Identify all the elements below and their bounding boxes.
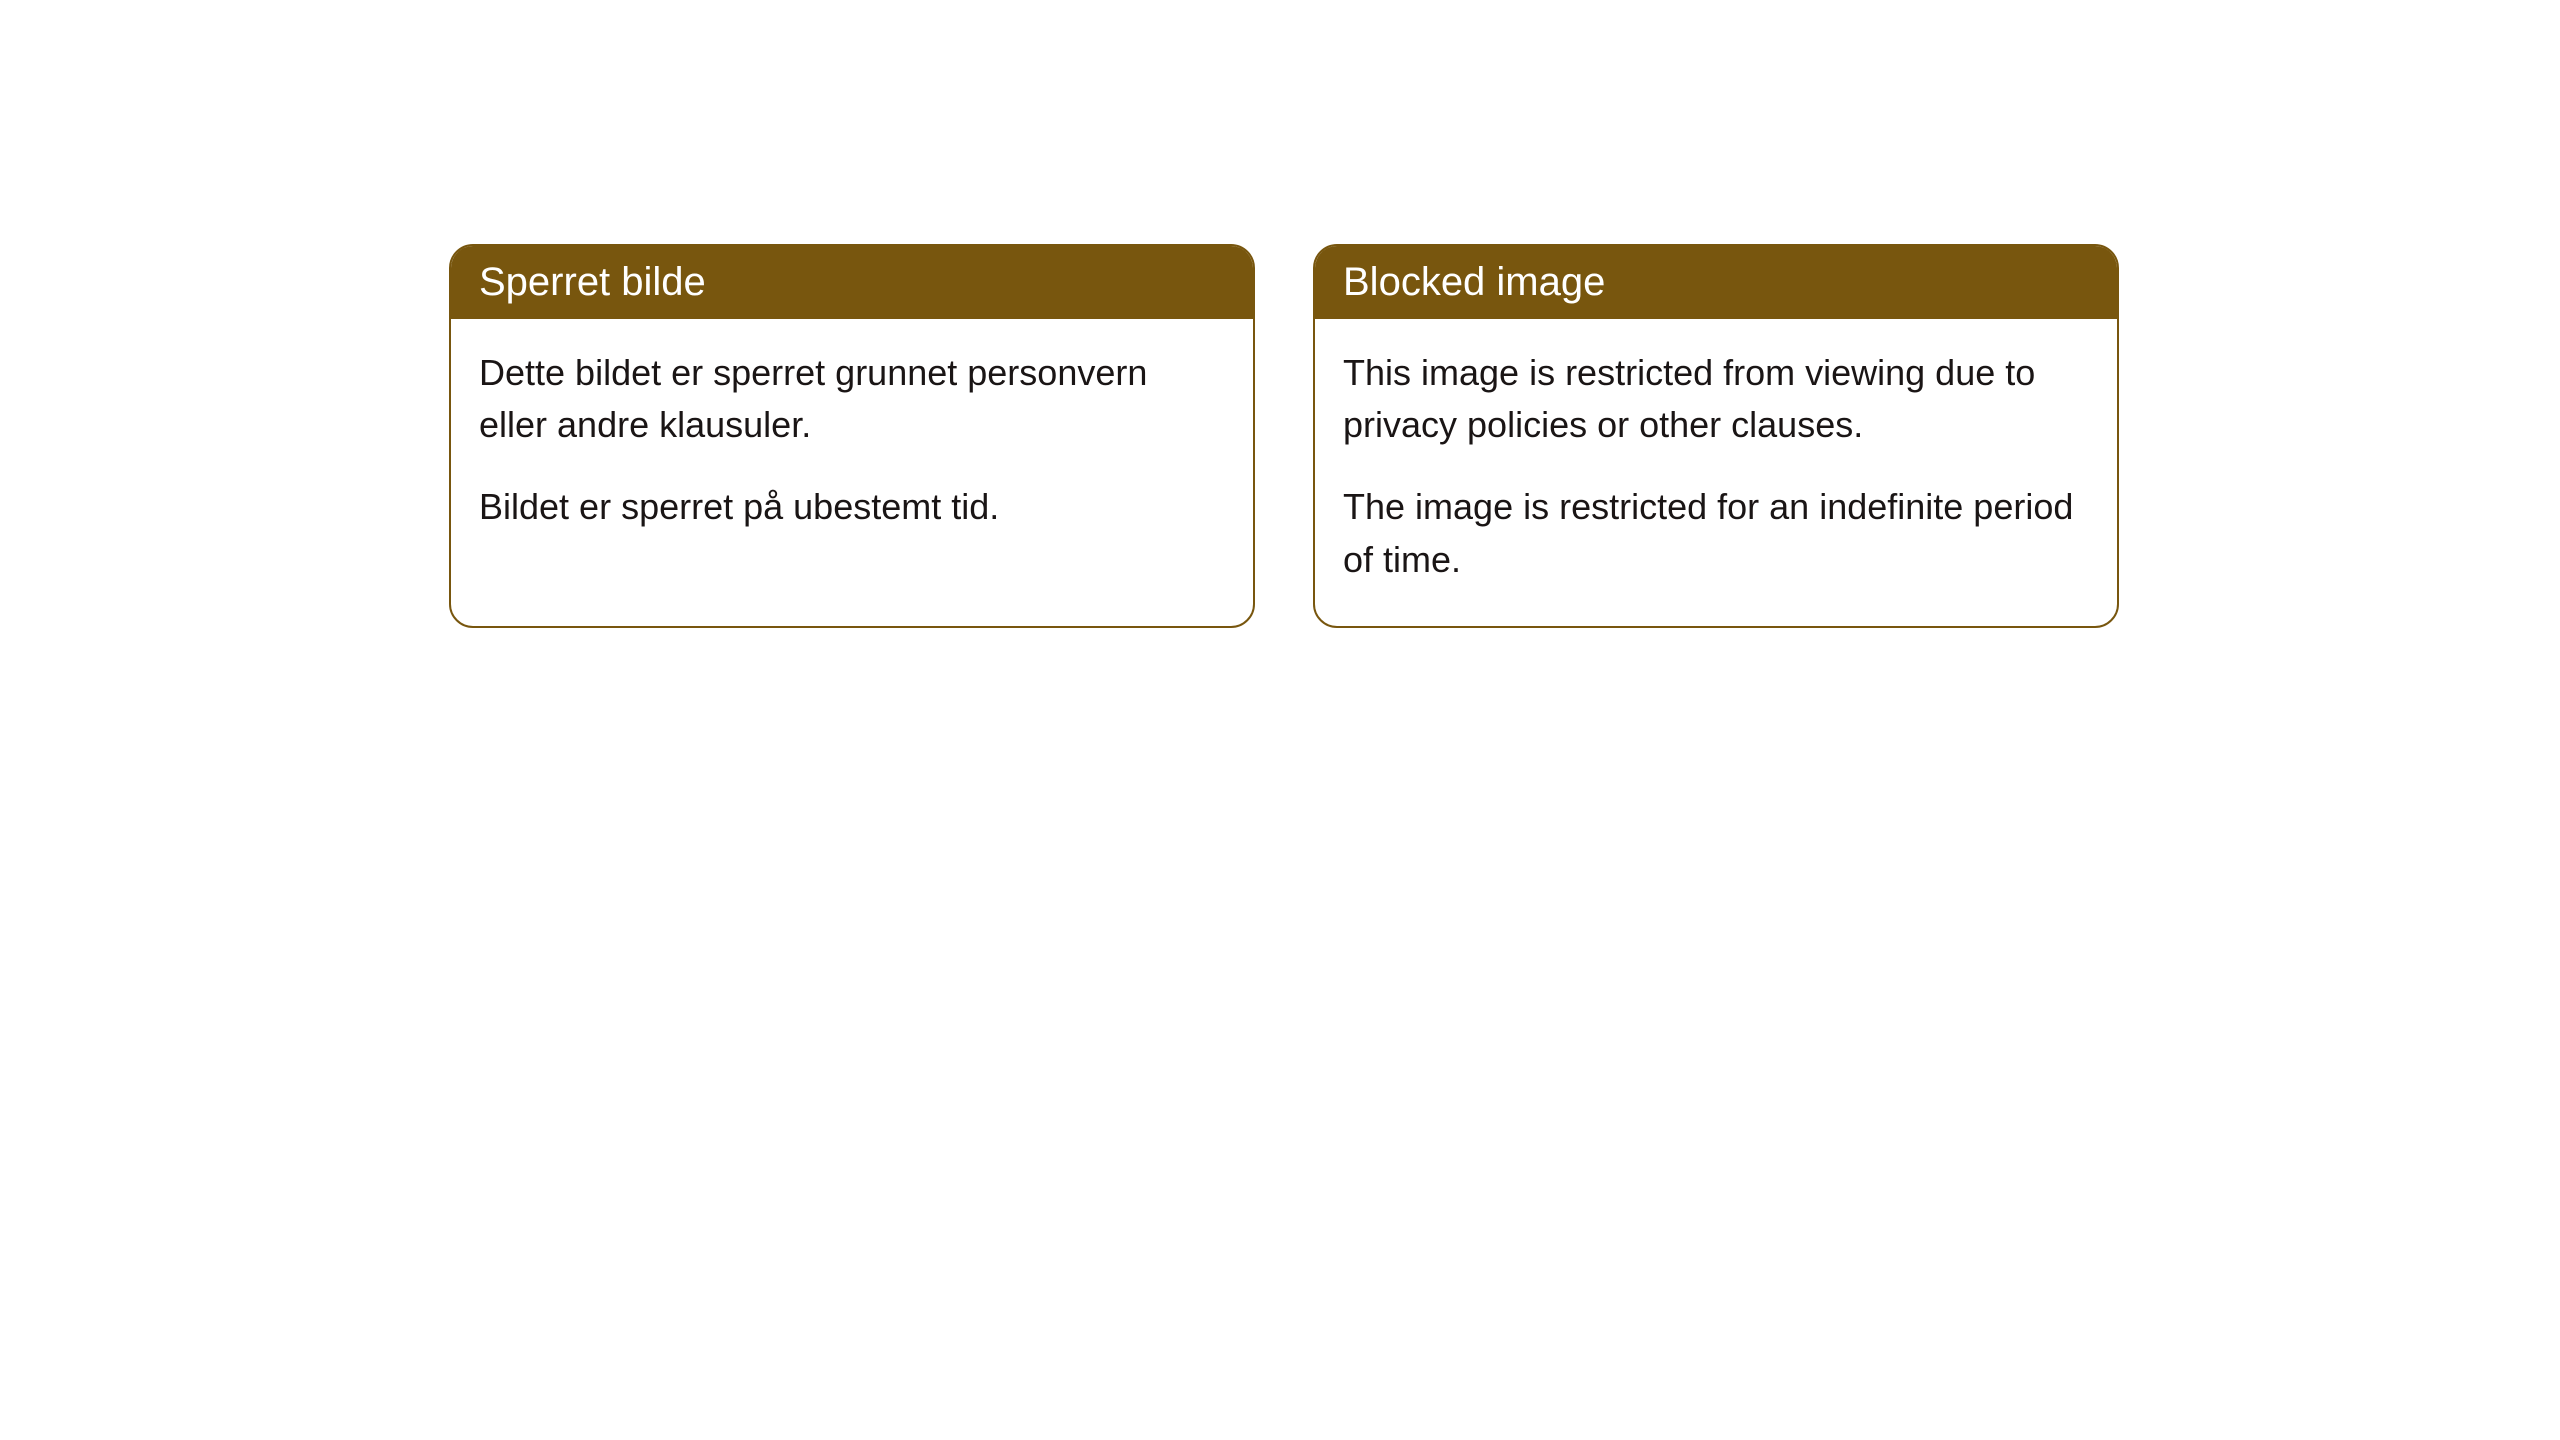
card-body-english: This image is restricted from viewing du… — [1315, 319, 2117, 626]
card-paragraph-2-norwegian: Bildet er sperret på ubestemt tid. — [479, 481, 1225, 533]
card-norwegian: Sperret bilde Dette bildet er sperret gr… — [449, 244, 1255, 628]
card-header-norwegian: Sperret bilde — [451, 246, 1253, 319]
cards-container: Sperret bilde Dette bildet er sperret gr… — [449, 244, 2119, 628]
card-paragraph-1-english: This image is restricted from viewing du… — [1343, 347, 2089, 451]
card-paragraph-1-norwegian: Dette bildet er sperret grunnet personve… — [479, 347, 1225, 451]
card-header-english: Blocked image — [1315, 246, 2117, 319]
card-body-norwegian: Dette bildet er sperret grunnet personve… — [451, 319, 1253, 574]
card-english: Blocked image This image is restricted f… — [1313, 244, 2119, 628]
card-paragraph-2-english: The image is restricted for an indefinit… — [1343, 481, 2089, 585]
